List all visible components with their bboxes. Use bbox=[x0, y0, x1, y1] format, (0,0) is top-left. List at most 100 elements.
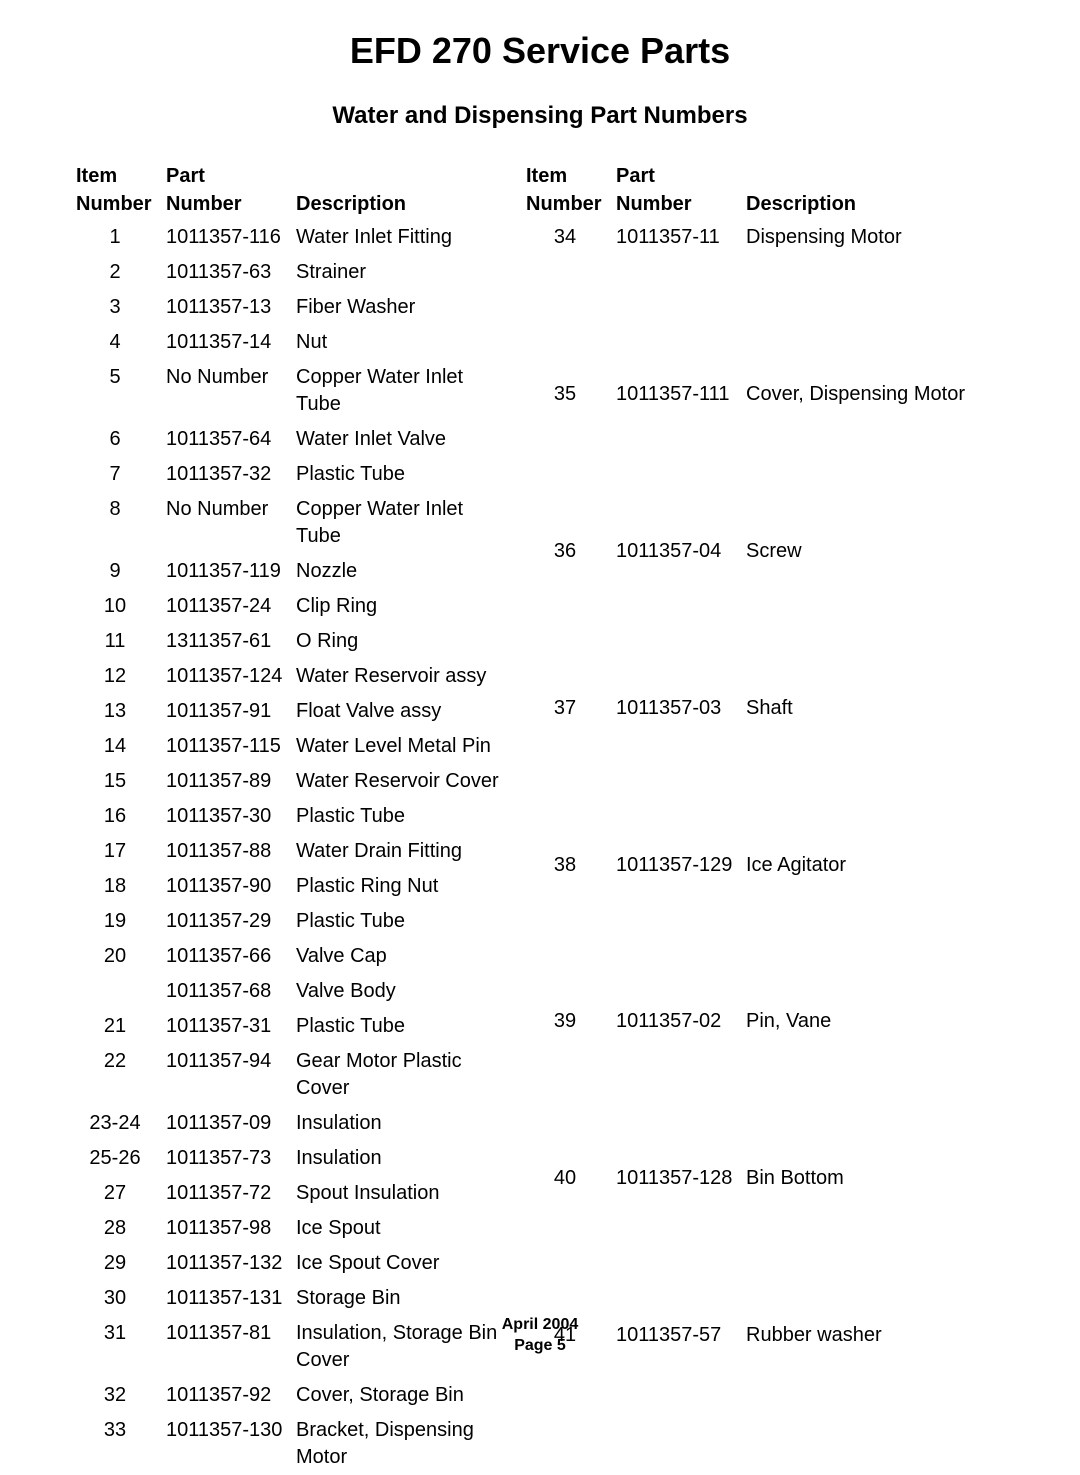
cell-description: Gear Motor Plastic Cover bbox=[290, 1044, 510, 1106]
cell-part-number: 1011357-72 bbox=[160, 1176, 290, 1211]
cell-description: Fiber Washer bbox=[290, 290, 510, 325]
cell-item-number: 39 bbox=[520, 1004, 610, 1161]
table-row: 11011357-116Water Inlet Fitting bbox=[70, 220, 510, 255]
cell-part-number: 1011357-111 bbox=[610, 377, 740, 534]
cell-item-number: 30 bbox=[70, 1281, 160, 1316]
cell-item-number: 3 bbox=[70, 290, 160, 325]
cell-part-number: 1011357-68 bbox=[160, 974, 290, 1009]
table-row: 381011357-129Ice Agitator bbox=[520, 848, 980, 1005]
table-row: 351011357-111Cover, Dispensing Motor bbox=[520, 377, 980, 534]
cell-item-number: 11 bbox=[70, 624, 160, 659]
table-row: 25-261011357-73Insulation bbox=[70, 1141, 510, 1176]
table-row: 21011357-63Strainer bbox=[70, 255, 510, 290]
cell-item-number: 32 bbox=[70, 1378, 160, 1413]
cell-item-number: 9 bbox=[70, 554, 160, 589]
cell-part-number: 1011357-124 bbox=[160, 659, 290, 694]
cell-item-number: 27 bbox=[70, 1176, 160, 1211]
cell-description: Ice Agitator bbox=[740, 848, 980, 1005]
cell-description: Storage Bin bbox=[290, 1281, 510, 1316]
cell-item-number: 38 bbox=[520, 848, 610, 1005]
page-subtitle: Water and Dispensing Part Numbers bbox=[70, 102, 1010, 130]
cell-part-number: 1011357-116 bbox=[160, 220, 290, 255]
cell-item-number: 7 bbox=[70, 457, 160, 492]
cell-description: Water Reservoir assy bbox=[290, 659, 510, 694]
cell-description: Nozzle bbox=[290, 554, 510, 589]
cell-part-number: 1011357-89 bbox=[160, 764, 290, 799]
cell-description: Plastic Ring Nut bbox=[290, 869, 510, 904]
cell-description: Shaft bbox=[740, 691, 980, 848]
cell-item-number: 5 bbox=[70, 360, 160, 422]
cell-item-number: 15 bbox=[70, 764, 160, 799]
cell-part-number: 1011357-128 bbox=[610, 1161, 740, 1318]
footer-date: April 2004 bbox=[0, 1315, 1080, 1336]
header-description: Description bbox=[740, 160, 980, 220]
cell-description: Strainer bbox=[290, 255, 510, 290]
table-row: 5No NumberCopper Water Inlet Tube bbox=[70, 360, 510, 422]
cell-item-number: 28 bbox=[70, 1211, 160, 1246]
cell-description: Insulation bbox=[290, 1106, 510, 1141]
cell-description: Water Level Metal Pin bbox=[290, 729, 510, 764]
table-row: 8No NumberCopper Water Inlet Tube bbox=[70, 492, 510, 554]
table-row: 341011357-11Dispensing Motor bbox=[520, 220, 980, 377]
cell-item-number: 33 bbox=[70, 1413, 160, 1475]
cell-part-number: 1011357-31 bbox=[160, 1009, 290, 1044]
cell-item-number: 40 bbox=[520, 1161, 610, 1318]
table-row: 361011357-04Screw bbox=[520, 534, 980, 691]
header-part-number: Part Number bbox=[610, 160, 740, 220]
cell-part-number: 1011357-73 bbox=[160, 1141, 290, 1176]
cell-part-number: 1011357-119 bbox=[160, 554, 290, 589]
cell-part-number: No Number bbox=[160, 492, 290, 554]
table-row: 221011357-94Gear Motor Plastic Cover bbox=[70, 1044, 510, 1106]
cell-part-number: 1011357-66 bbox=[160, 939, 290, 974]
cell-part-number: 1011357-13 bbox=[160, 290, 290, 325]
cell-item-number: 25-26 bbox=[70, 1141, 160, 1176]
cell-part-number: 1011357-32 bbox=[160, 457, 290, 492]
table-row: 291011357-132Ice Spout Cover bbox=[70, 1246, 510, 1281]
cell-part-number: 1011357-29 bbox=[160, 904, 290, 939]
cell-item-number: 12 bbox=[70, 659, 160, 694]
header-item-number: Item Number bbox=[520, 160, 610, 220]
parts-table-right: Item Number Part Number Description 3410… bbox=[520, 160, 980, 1475]
table-row: 181011357-90Plastic Ring Nut bbox=[70, 869, 510, 904]
cell-item-number: 36 bbox=[520, 534, 610, 691]
table-row: 61011357-64Water Inlet Valve bbox=[70, 422, 510, 457]
cell-description: Bin Bottom bbox=[740, 1161, 980, 1318]
cell-description: Water Reservoir Cover bbox=[290, 764, 510, 799]
cell-part-number: 1011357-24 bbox=[160, 589, 290, 624]
cell-part-number: 1011357-64 bbox=[160, 422, 290, 457]
table-row: 121011357-124Water Reservoir assy bbox=[70, 659, 510, 694]
cell-item-number: 22 bbox=[70, 1044, 160, 1106]
cell-part-number: 1011357-91 bbox=[160, 694, 290, 729]
cell-part-number: 1011357-92 bbox=[160, 1378, 290, 1413]
cell-description: Pin, Vane bbox=[740, 1004, 980, 1161]
cell-description: Dispensing Motor bbox=[740, 220, 980, 377]
cell-item-number: 29 bbox=[70, 1246, 160, 1281]
cell-item-number: 35 bbox=[520, 377, 610, 534]
cell-description: Ice Spout Cover bbox=[290, 1246, 510, 1281]
cell-description: Copper Water Inlet Tube bbox=[290, 492, 510, 554]
cell-item-number: 14 bbox=[70, 729, 160, 764]
table-row: 141011357-115Water Level Metal Pin bbox=[70, 729, 510, 764]
cell-description: Ice Spout bbox=[290, 1211, 510, 1246]
cell-description: Copper Water Inlet Tube bbox=[290, 360, 510, 422]
cell-description: Plastic Tube bbox=[290, 904, 510, 939]
cell-part-number: 1011357-04 bbox=[610, 534, 740, 691]
cell-part-number: 1011357-129 bbox=[610, 848, 740, 1005]
table-row: 41011357-14Nut bbox=[70, 325, 510, 360]
cell-part-number: No Number bbox=[160, 360, 290, 422]
cell-description: Insulation bbox=[290, 1141, 510, 1176]
cell-item-number: 2 bbox=[70, 255, 160, 290]
cell-part-number: 1011357-11 bbox=[610, 220, 740, 377]
page-footer: April 2004 Page 5 bbox=[0, 1315, 1080, 1357]
table-row: 321011357-92Cover, Storage Bin bbox=[70, 1378, 510, 1413]
cell-item-number: 8 bbox=[70, 492, 160, 554]
table-row: 301011357-131Storage Bin bbox=[70, 1281, 510, 1316]
cell-description: Water Drain Fitting bbox=[290, 834, 510, 869]
page-title: EFD 270 Service Parts bbox=[70, 30, 1010, 72]
cell-part-number: 1011357-94 bbox=[160, 1044, 290, 1106]
cell-description: Cover, Dispensing Motor bbox=[740, 377, 980, 534]
table-row: 331011357-130Bracket, Dispensing Motor bbox=[70, 1413, 510, 1475]
tables-container: Item Number Part Number Description 1101… bbox=[70, 160, 1010, 1475]
cell-description: Bracket, Dispensing Motor bbox=[290, 1413, 510, 1475]
cell-part-number: 1011357-131 bbox=[160, 1281, 290, 1316]
